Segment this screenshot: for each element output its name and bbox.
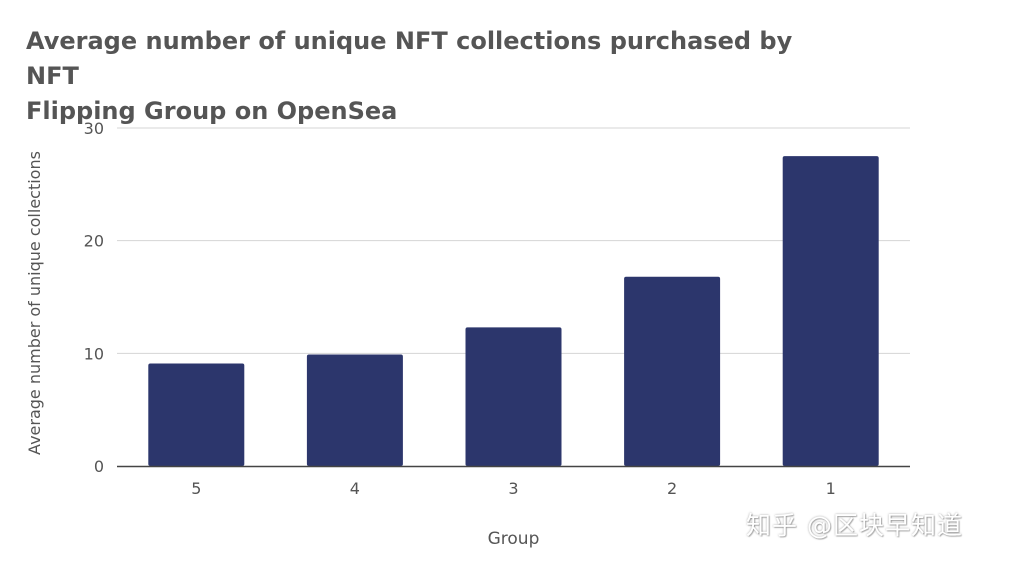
bar-group-4 <box>306 354 403 466</box>
y-tick-label: 10 <box>84 344 104 363</box>
bar-group-5 <box>148 363 245 466</box>
bar-group-1 <box>782 156 879 466</box>
x-tick-label: 4 <box>350 479 360 498</box>
x-tick-label: 3 <box>508 479 518 498</box>
bars <box>148 156 879 466</box>
y-tick-label: 20 <box>84 232 104 251</box>
x-tick-labels: 5 4 3 2 1 <box>191 479 836 498</box>
x-tick-label: 2 <box>667 479 677 498</box>
chart-title-line-2: Flipping Group on OpenSea <box>26 97 398 125</box>
bar-group-2 <box>624 276 721 466</box>
x-tick-label: 1 <box>826 479 836 498</box>
watermark: 知乎 @区块早知道 <box>746 511 963 540</box>
chart-title: Average number of unique NFT collections… <box>26 24 846 129</box>
y-tick-label: 0 <box>94 457 104 476</box>
y-axis-title: Average number of unique collections <box>25 151 44 455</box>
y-tick-labels: 0 10 20 30 <box>84 119 104 476</box>
x-axis-title: Group <box>488 529 540 549</box>
chart-title-line-1: Average number of unique NFT collections… <box>26 27 793 90</box>
bar-group-3 <box>465 327 562 466</box>
y-tick-label: 30 <box>84 119 104 138</box>
x-tick-label: 5 <box>191 479 201 498</box>
